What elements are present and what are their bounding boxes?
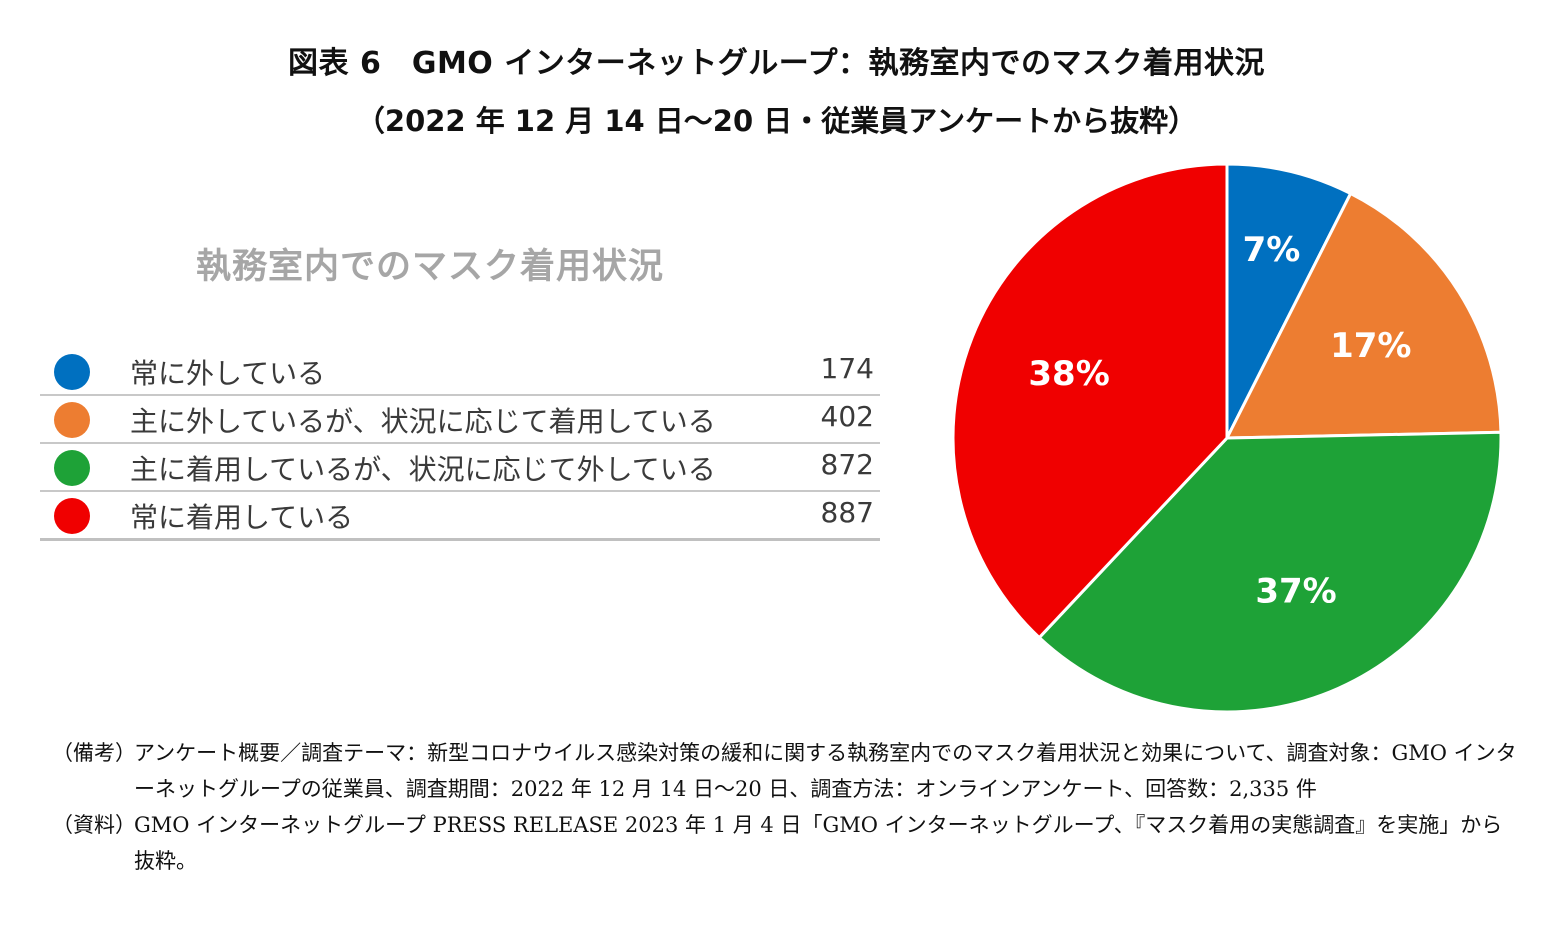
pie-percent-label: 37% [1255, 572, 1336, 612]
legend-marker [54, 450, 90, 486]
legend-row: 常に外している 174 [40, 348, 880, 396]
note-remarks: （備考） アンケート概要／調査テーマ：新型コロナウイルス感染対策の緩和に関する執… [52, 735, 1522, 807]
legend-marker [54, 402, 90, 438]
figure-title: 図表 6 GMO インターネットグループ：執務室内でのマスク着用状況 [288, 46, 1265, 81]
note-text: アンケート概要／調査テーマ：新型コロナウイルス感染対策の緩和に関する執務室内での… [134, 741, 1517, 801]
chart-title: 執務室内でのマスク着用状況 [196, 247, 665, 287]
legend-value: 872 [820, 448, 874, 481]
pie-percent-label: 7% [1243, 230, 1301, 270]
note-text: GMO インターネットグループ PRESS RELEASE 2023 年 1 月… [134, 813, 1503, 873]
legend-value: 402 [820, 400, 874, 433]
legend-row: 常に着用している 887 [40, 492, 880, 541]
note-head: （備考） [52, 741, 136, 765]
legend-marker [54, 498, 90, 534]
legend-label: 常に着用している [130, 501, 354, 534]
legend-label: 常に外している [130, 357, 326, 390]
pie-slice [1037, 430, 1503, 714]
notes: （備考） アンケート概要／調査テーマ：新型コロナウイルス感染対策の緩和に関する執… [52, 735, 1522, 879]
note-head: （資料） [52, 813, 136, 837]
figure-subtitle: （2022 年 12 月 14 日～20 日・従業員アンケートから抜粋） [355, 104, 1198, 138]
legend-row: 主に着用しているが、状況に応じて外している 872 [40, 444, 880, 492]
pie-slice [951, 162, 1229, 640]
legend-marker [54, 354, 90, 390]
legend-value: 174 [820, 352, 874, 385]
legend-label: 主に外しているが、状況に応じて着用している [130, 405, 716, 438]
pie-slice [1224, 191, 1503, 440]
pie-percent-label: 38% [1028, 354, 1109, 394]
pie-slice [1225, 162, 1353, 439]
legend-value: 887 [820, 496, 874, 529]
legend-label: 主に着用しているが、状況に応じて外している [130, 453, 716, 486]
legend-row: 主に外しているが、状況に応じて着用している 402 [40, 396, 880, 444]
note-source: （資料） GMO インターネットグループ PRESS RELEASE 2023 … [52, 807, 1522, 879]
pie-chart: 7% 17% 37% 38% [951, 162, 1503, 714]
legend: 常に外している 174 主に外しているが、状況に応じて着用している 402 主に… [40, 348, 880, 541]
pie-percent-label: 17% [1330, 326, 1411, 366]
